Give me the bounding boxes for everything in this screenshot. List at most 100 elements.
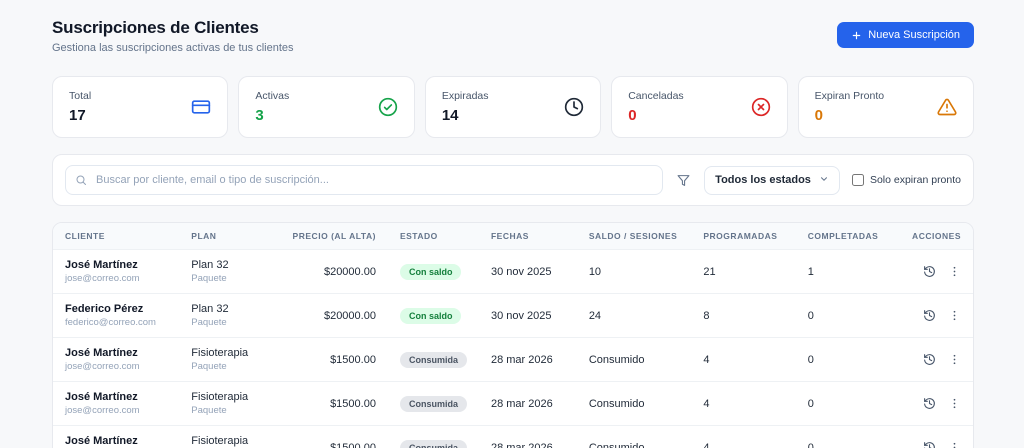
stat-value: 14 <box>441 107 459 124</box>
stat-card-expiran-pronto-text: Expiran Pronto 0 <box>815 90 884 124</box>
col-programadas: PROGRAMADAS <box>691 223 796 250</box>
stat-label: Canceladas <box>628 90 684 102</box>
stat-card-activas-text: Activas 3 <box>255 90 289 124</box>
price-cell: $1500.00 <box>280 425 388 448</box>
row-actions <box>912 265 962 278</box>
stat-card-expiradas-text: Expiradas 14 <box>442 90 489 124</box>
price-cell: $1500.00 <box>280 381 388 426</box>
scheduled-cell: 4 <box>691 425 796 448</box>
client-name: José Martínez <box>65 435 138 447</box>
expire-soon-filter[interactable]: Solo expiran pronto <box>851 174 961 186</box>
col-precio: PRECIO (AL ALTA) <box>280 223 388 250</box>
stat-card-total: Total 17 <box>52 76 229 138</box>
stat-card-canceladas: Canceladas 0 <box>611 76 788 138</box>
completed-cell: 0 <box>795 293 900 338</box>
table-row: José Martínez jose@correo.com Plan 32 Pa… <box>53 249 973 294</box>
completed-cell: 0 <box>795 381 900 426</box>
stat-card-total-text: Total 17 <box>69 90 91 124</box>
date-cell: 28 mar 2026 <box>478 425 577 448</box>
search-wrap <box>65 165 664 195</box>
page-header-text: Suscripciones de Clientes Gestiona las s… <box>52 18 294 54</box>
stat-label: Activas <box>255 90 290 102</box>
date-cell: 30 nov 2025 <box>478 293 577 338</box>
kebab-menu-icon[interactable] <box>948 309 961 322</box>
kebab-menu-icon[interactable] <box>948 441 961 448</box>
page-title: Suscripciones de Clientes <box>52 18 259 37</box>
history-icon[interactable] <box>923 353 936 366</box>
table-header-row: CLIENTE PLAN PRECIO (AL ALTA) ESTADO FEC… <box>53 223 973 250</box>
plan-name: Fisioterapia <box>191 347 249 359</box>
x-circle-icon <box>751 97 771 117</box>
stat-label: Expiran Pronto <box>814 90 885 102</box>
plan-name: Fisioterapia <box>191 391 249 403</box>
search-input[interactable] <box>65 165 664 195</box>
col-plan: PLAN <box>179 223 281 250</box>
kebab-menu-icon[interactable] <box>948 353 961 366</box>
filter-bar: Todos los estados Solo expiran pronto <box>52 154 974 206</box>
table-body: José Martínez jose@correo.com Plan 32 Pa… <box>53 249 973 448</box>
status-badge: Con saldo <box>399 263 462 280</box>
subscriptions-table-card: CLIENTE PLAN PRECIO (AL ALTA) ESTADO FEC… <box>52 222 974 448</box>
stat-label: Expiradas <box>441 90 489 102</box>
stat-card-activas: Activas 3 <box>238 76 415 138</box>
table-row: José Martínez jose@correo.com Fisioterap… <box>53 381 973 426</box>
history-icon[interactable] <box>923 441 936 448</box>
check-circle-icon <box>378 97 398 117</box>
stats-row: Total 17 Activas 3 Expiradas 14 <box>52 76 975 138</box>
stat-value: 0 <box>628 107 637 124</box>
table-row: José Martínez jose@correo.com Fisioterap… <box>53 425 973 448</box>
scheduled-cell: 8 <box>691 293 796 338</box>
client-email: jose@correo.com <box>65 405 140 416</box>
price-cell: $1500.00 <box>280 337 388 382</box>
balance-cell: 10 <box>576 249 692 294</box>
col-fechas: FECHAS <box>478 223 577 250</box>
plan-type: Paquete <box>191 273 227 284</box>
client-email: jose@correo.com <box>65 361 140 372</box>
completed-cell: 0 <box>795 337 900 382</box>
completed-cell: 1 <box>795 249 900 294</box>
col-estado: ESTADO <box>387 223 479 250</box>
plan-name: Fisioterapia <box>191 435 249 447</box>
stat-card-expiran-pronto: Expiran Pronto 0 <box>797 76 975 138</box>
history-icon[interactable] <box>923 265 936 278</box>
status-badge: Con saldo <box>399 307 462 324</box>
history-icon[interactable] <box>923 397 936 410</box>
stat-value: 3 <box>255 107 264 124</box>
clock-icon <box>564 97 584 117</box>
new-subscription-label: Nueva Suscripción <box>868 29 960 41</box>
row-actions <box>912 397 962 410</box>
page-subtitle: Gestiona las suscripciones activas de tu… <box>52 42 294 54</box>
price-cell: $20000.00 <box>280 249 388 294</box>
client-email: federico@correo.com <box>65 317 156 328</box>
new-subscription-button[interactable]: Nueva Suscripción <box>837 22 974 48</box>
row-actions <box>912 353 962 366</box>
col-acciones: ACCIONES <box>899 223 973 250</box>
credit-card-icon <box>191 97 211 117</box>
history-icon[interactable] <box>923 309 936 322</box>
table-row: José Martínez jose@correo.com Fisioterap… <box>53 337 973 382</box>
stat-label: Total <box>69 90 92 102</box>
date-cell: 28 mar 2026 <box>478 337 577 382</box>
price-cell: $20000.00 <box>280 293 388 338</box>
subscriptions-table: CLIENTE PLAN PRECIO (AL ALTA) ESTADO FEC… <box>53 223 973 448</box>
scheduled-cell: 21 <box>691 249 796 294</box>
warning-triangle-icon <box>937 97 957 117</box>
stat-value: 0 <box>814 107 823 124</box>
expire-soon-checkbox[interactable] <box>851 174 864 186</box>
row-actions <box>912 441 962 448</box>
kebab-menu-icon[interactable] <box>948 397 961 410</box>
filter-funnel-icon[interactable] <box>675 172 692 189</box>
balance-cell: Consumido <box>576 381 692 426</box>
scheduled-cell: 4 <box>691 381 796 426</box>
page-header: Suscripciones de Clientes Gestiona las s… <box>52 18 974 54</box>
balance-cell: Consumido <box>576 425 692 448</box>
status-badge: Consumida <box>399 395 467 412</box>
stat-value: 17 <box>69 107 86 124</box>
kebab-menu-icon[interactable] <box>948 265 961 278</box>
balance-cell: Consumido <box>576 337 692 382</box>
status-badge: Consumida <box>399 439 467 448</box>
client-name: José Martínez <box>65 347 138 359</box>
scheduled-cell: 4 <box>691 337 796 382</box>
status-filter-select[interactable]: Todos los estados <box>704 165 840 195</box>
client-name: José Martínez <box>65 259 138 271</box>
